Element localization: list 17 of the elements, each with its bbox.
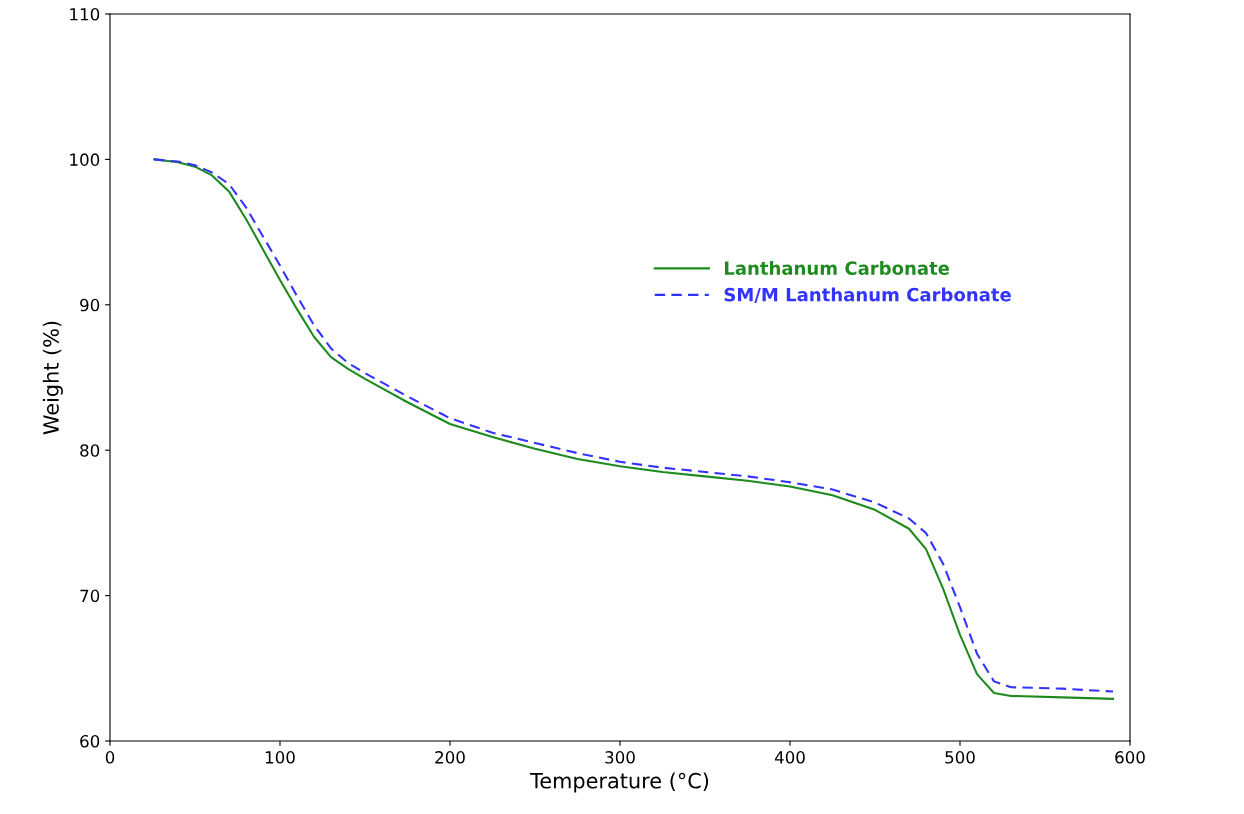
x-tick-label: 200 bbox=[435, 751, 465, 764]
x-tick-label: 500 bbox=[945, 751, 975, 764]
y-tick-label: 60 bbox=[80, 734, 100, 748]
legend-label: SM/M Lanthanum Carbonate bbox=[724, 287, 1011, 303]
y-tick-label: 90 bbox=[80, 298, 100, 312]
x-tick-label: 0 bbox=[105, 751, 115, 764]
y-axis-title: Weight (%) bbox=[42, 321, 63, 435]
x-axis-title: Temperature (°C) bbox=[530, 772, 709, 793]
x-tick-label: 300 bbox=[605, 751, 635, 764]
x-tick-label: 100 bbox=[265, 751, 295, 764]
y-tick-label: 70 bbox=[80, 589, 100, 603]
x-tick-label: 400 bbox=[774, 751, 805, 764]
y-tick-label: 100 bbox=[70, 153, 100, 166]
y-tick-label: 80 bbox=[80, 444, 100, 457]
legend-label: Lanthanum Carbonate bbox=[724, 261, 950, 275]
x-tick-label: 600 bbox=[1115, 751, 1145, 764]
y-tick-label: 110 bbox=[70, 7, 100, 21]
